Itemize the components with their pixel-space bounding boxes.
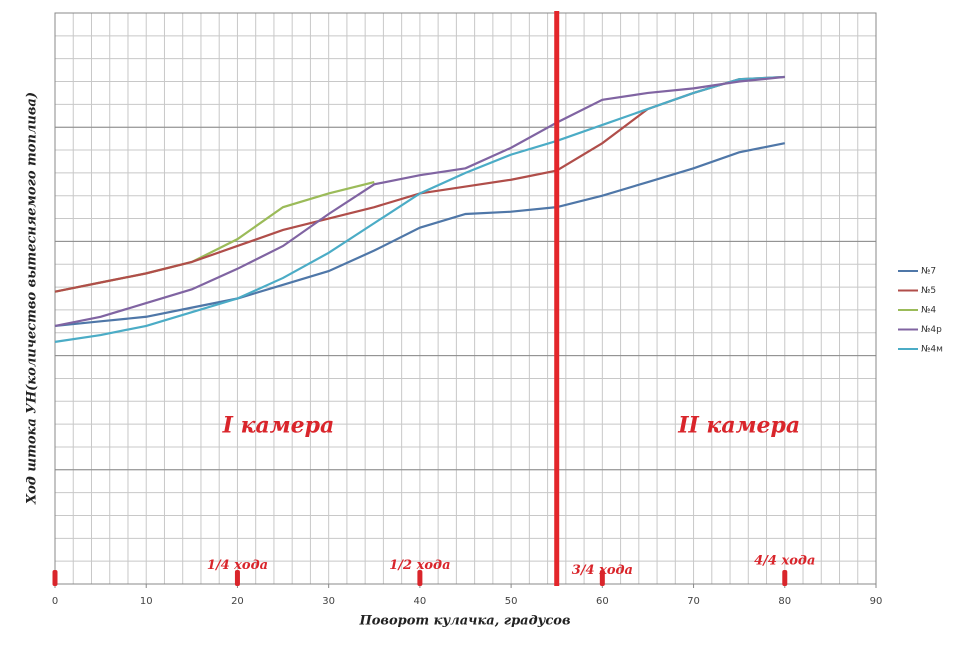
legend-label: №4р bbox=[921, 325, 942, 335]
legend-label: №7 bbox=[921, 267, 936, 277]
annotation: 1/4 хода bbox=[207, 558, 268, 573]
x-tick-label: 40 bbox=[414, 596, 427, 607]
series-line bbox=[54, 180, 375, 293]
x-tick-label: 10 bbox=[140, 596, 153, 607]
legend-label: №4 bbox=[921, 306, 936, 316]
x-tick-label: 80 bbox=[778, 596, 791, 607]
annotation: II камера bbox=[677, 412, 800, 438]
x-tick-label: 20 bbox=[231, 596, 244, 607]
x-tick-label: 0 bbox=[52, 596, 58, 607]
annotation: I камера bbox=[222, 412, 335, 438]
legend-label: №5 bbox=[921, 286, 936, 296]
x-tick-label: 50 bbox=[505, 596, 518, 607]
plot-border bbox=[54, 12, 877, 585]
x-tick-label: 70 bbox=[687, 596, 700, 607]
stroke-marker bbox=[782, 570, 788, 586]
x-tick-label: 90 bbox=[870, 596, 883, 607]
annotation: 1/2 хода bbox=[389, 558, 450, 573]
x-tick-label: 60 bbox=[596, 596, 609, 607]
stroke-marker bbox=[599, 570, 605, 586]
legend-label: №4м bbox=[921, 345, 943, 355]
series-line bbox=[54, 75, 785, 343]
x-tick-label: 30 bbox=[322, 596, 335, 607]
series-line bbox=[54, 142, 785, 328]
series-line bbox=[54, 75, 785, 327]
annotation: 3/4 хода bbox=[572, 563, 633, 578]
stroke-marker bbox=[417, 570, 423, 586]
annotation: 4/4 хода bbox=[754, 554, 815, 569]
stroke-marker bbox=[52, 570, 58, 586]
stroke-marker bbox=[234, 570, 240, 586]
x-axis-label: Поворот кулачка, градусов bbox=[358, 614, 570, 629]
y-axis-label: Ход штока УН(количество вытесняемого топ… bbox=[25, 92, 40, 505]
